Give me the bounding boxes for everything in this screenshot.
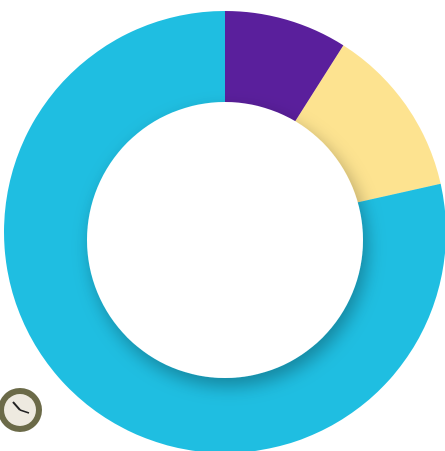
clock-hand — [19, 409, 30, 414]
donut-slice — [225, 11, 344, 131]
donut-slice — [4, 11, 445, 451]
donut-hole — [87, 102, 363, 378]
clock-hand — [12, 401, 21, 411]
clock-icon — [0, 388, 42, 432]
